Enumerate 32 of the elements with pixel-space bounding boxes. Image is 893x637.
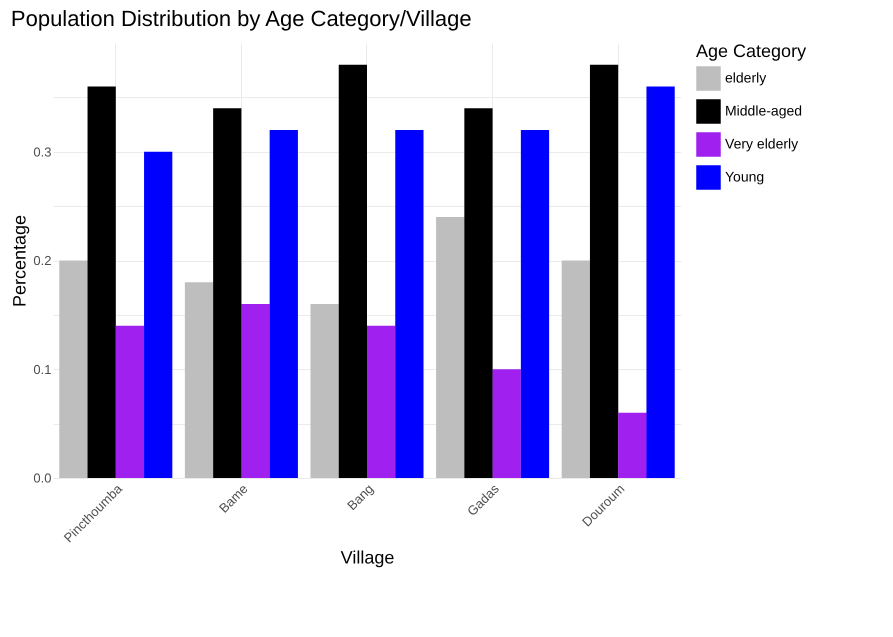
bar [310, 304, 339, 478]
legend-title: Age Category [696, 41, 806, 61]
legend-label: Young [725, 168, 764, 184]
legend-label: Middle-aged [725, 102, 802, 118]
text: 0.0 [33, 470, 52, 486]
bar [492, 369, 521, 478]
bar [184, 282, 214, 478]
bar [436, 217, 464, 478]
bar [270, 130, 298, 478]
bar [618, 412, 646, 478]
bar [520, 130, 550, 478]
bar [144, 152, 172, 478]
bar [241, 304, 270, 478]
x-axis-title: Village [340, 547, 394, 568]
bar [213, 108, 242, 478]
bar [562, 260, 590, 478]
bar [367, 326, 396, 478]
y-tick-label: 0.1 [33, 362, 52, 377]
bar [590, 64, 618, 478]
chart-title: Population Distribution by Age Category/Village [10, 6, 472, 31]
bar [646, 86, 675, 478]
y-axis-title: Percentage [9, 214, 30, 308]
bar [464, 108, 493, 478]
bar [59, 260, 88, 478]
bar [88, 86, 116, 478]
bar [338, 64, 367, 478]
bar [395, 130, 424, 478]
y-tick-label: 0.2 [33, 253, 52, 268]
legend-label: elderly [725, 70, 766, 86]
bar [116, 326, 144, 478]
y-tick-label: 0.3 [33, 144, 52, 160]
legend-label: Very elderly [725, 136, 798, 152]
